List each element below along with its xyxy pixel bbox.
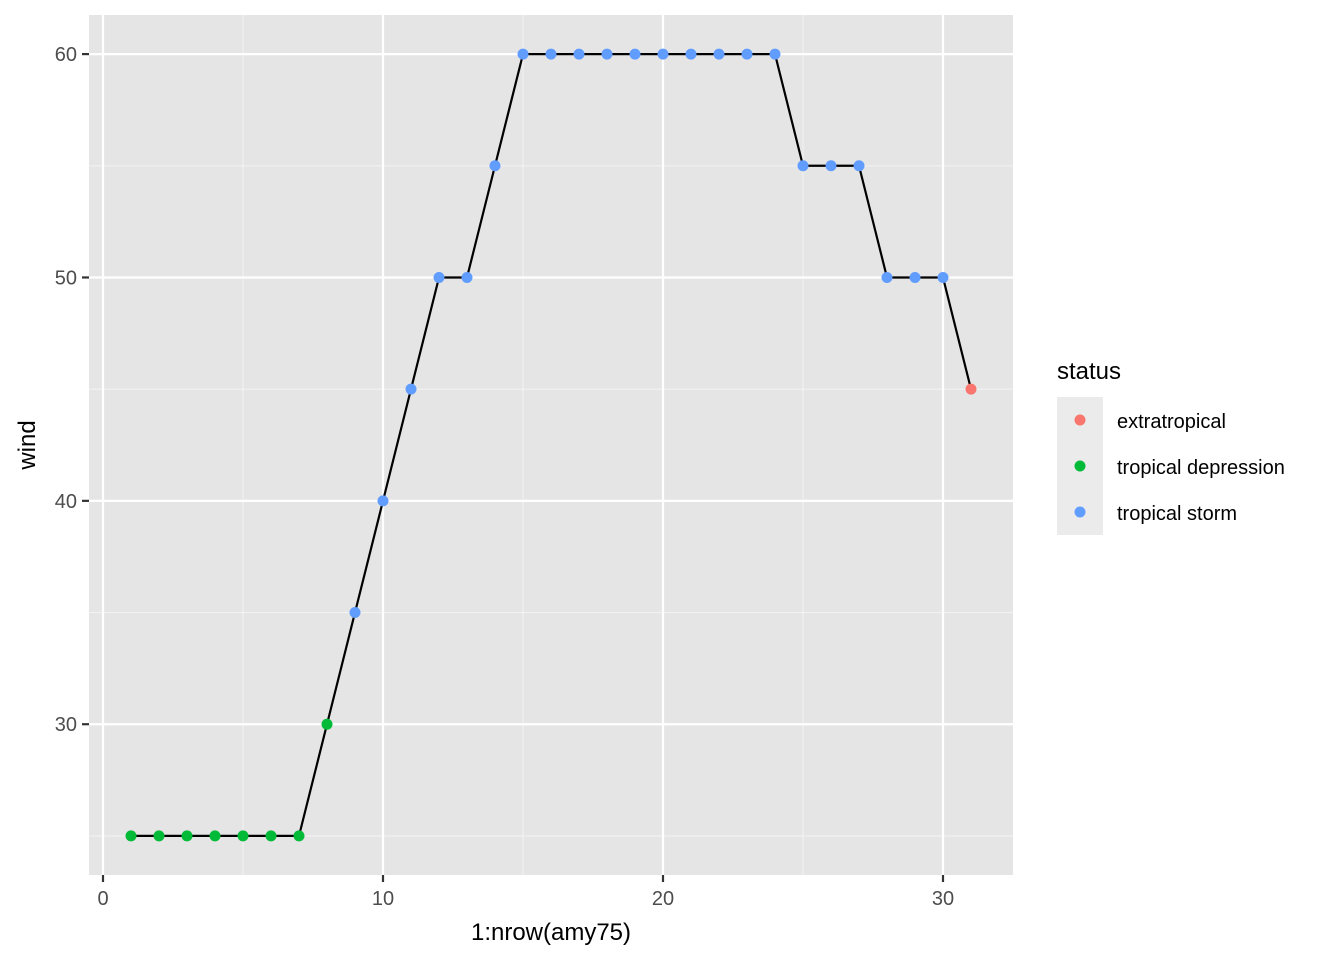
data-point bbox=[797, 160, 809, 172]
data-point bbox=[405, 383, 417, 395]
y-tick-label: 60 bbox=[55, 44, 77, 66]
data-point bbox=[489, 160, 501, 172]
data-point bbox=[321, 718, 333, 730]
data-point bbox=[853, 160, 865, 172]
data-point bbox=[657, 48, 669, 60]
data-point bbox=[153, 830, 165, 842]
x-tick-label: 10 bbox=[372, 888, 394, 910]
data-point bbox=[965, 383, 977, 395]
x-tick-label: 30 bbox=[932, 888, 954, 910]
data-point bbox=[573, 48, 585, 60]
data-point bbox=[545, 48, 557, 60]
data-point bbox=[377, 495, 389, 507]
data-point bbox=[769, 48, 781, 60]
data-point bbox=[685, 48, 697, 60]
data-point bbox=[881, 271, 893, 283]
data-point bbox=[629, 48, 641, 60]
y-tick-label: 50 bbox=[55, 267, 77, 289]
data-point bbox=[293, 830, 305, 842]
legend-key bbox=[1074, 414, 1086, 426]
data-point bbox=[237, 830, 249, 842]
data-point bbox=[349, 607, 361, 619]
data-point bbox=[461, 271, 473, 283]
legend-key bbox=[1074, 506, 1086, 518]
data-point bbox=[601, 48, 613, 60]
y-axis-title: wind bbox=[14, 420, 41, 470]
data-point bbox=[937, 271, 949, 283]
data-point bbox=[517, 48, 529, 60]
y-tick-label: 40 bbox=[55, 491, 77, 513]
data-points bbox=[125, 48, 977, 842]
x-axis: 0 10 20 30 bbox=[97, 875, 954, 910]
y-tick-label: 30 bbox=[55, 714, 77, 736]
legend-label: tropical depression bbox=[1117, 457, 1285, 479]
legend-key bbox=[1074, 460, 1086, 472]
legend-label: tropical storm bbox=[1117, 503, 1237, 525]
legend-title: status bbox=[1057, 358, 1121, 385]
data-point bbox=[125, 830, 137, 842]
data-point bbox=[181, 830, 193, 842]
x-tick-label: 0 bbox=[97, 888, 108, 910]
x-tick-label: 20 bbox=[652, 888, 674, 910]
y-axis: 30 40 50 60 bbox=[55, 44, 89, 736]
data-point bbox=[265, 830, 277, 842]
plot-panel bbox=[89, 15, 1013, 875]
major-gridlines bbox=[89, 15, 1013, 875]
data-point bbox=[741, 48, 753, 60]
data-point bbox=[909, 271, 921, 283]
legend-label: extratropical bbox=[1117, 411, 1226, 433]
data-point bbox=[209, 830, 221, 842]
data-point bbox=[713, 48, 725, 60]
data-point bbox=[433, 271, 445, 283]
data-point bbox=[825, 160, 837, 172]
x-axis-title: 1:nrow(amy75) bbox=[471, 919, 631, 946]
legend: status extratropical tropical depression t… bbox=[1057, 358, 1285, 535]
